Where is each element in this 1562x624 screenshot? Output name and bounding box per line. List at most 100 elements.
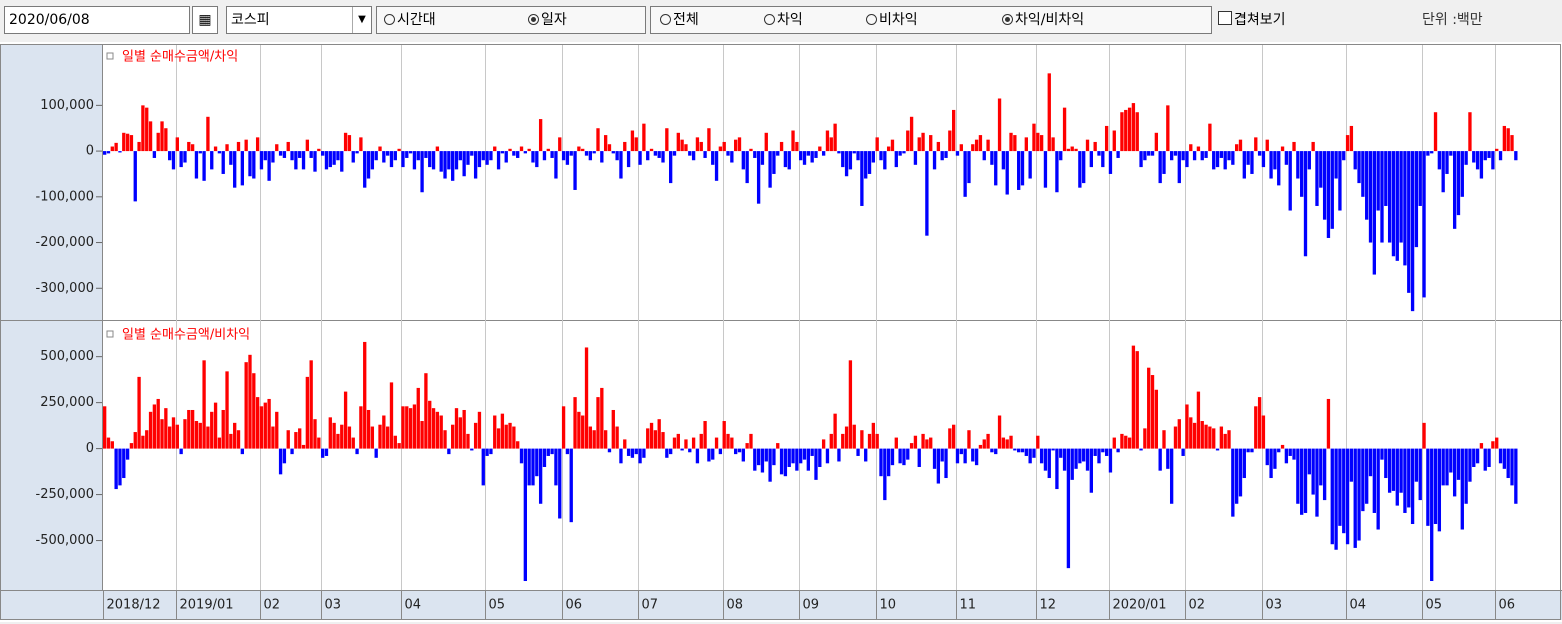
bar xyxy=(328,151,332,168)
bar xyxy=(619,448,623,464)
bar xyxy=(760,448,765,473)
bar xyxy=(1204,151,1208,158)
bar xyxy=(202,360,206,449)
bar xyxy=(722,421,726,449)
bar xyxy=(1227,430,1231,449)
bar xyxy=(275,411,279,449)
bar xyxy=(776,151,780,156)
chart-title: 일별 순매수금액/차익 xyxy=(122,50,238,65)
checkbox[interactable] xyxy=(1218,11,1232,25)
bar xyxy=(1227,151,1231,161)
bar xyxy=(244,139,248,152)
bar xyxy=(1078,151,1082,188)
radio-option[interactable]: 차익/비차익 xyxy=(1002,6,1084,34)
bar xyxy=(665,448,669,458)
bar xyxy=(1254,137,1258,152)
bar xyxy=(917,448,921,467)
bar xyxy=(118,448,122,486)
radio[interactable] xyxy=(866,14,877,25)
x-tick-label: 04 xyxy=(405,598,422,613)
bar xyxy=(1246,151,1250,165)
calendar-button[interactable]: ▦ xyxy=(192,6,218,34)
bar xyxy=(642,448,646,458)
bar xyxy=(1017,151,1021,190)
bar xyxy=(844,426,849,449)
bar xyxy=(841,433,845,449)
bar xyxy=(1219,426,1224,449)
bar xyxy=(401,406,405,449)
bar xyxy=(630,448,635,458)
bar xyxy=(1479,443,1484,449)
bar xyxy=(340,151,344,172)
bar xyxy=(210,151,214,170)
bar xyxy=(1013,448,1017,451)
bar xyxy=(340,424,344,449)
radio[interactable] xyxy=(660,14,671,25)
bar xyxy=(619,151,623,179)
radio-option[interactable]: 전체 xyxy=(660,6,699,34)
bar xyxy=(1181,151,1185,161)
bar xyxy=(1345,448,1350,545)
radio[interactable] xyxy=(528,14,539,25)
bar xyxy=(1089,448,1093,493)
bar xyxy=(684,144,688,152)
bar xyxy=(561,151,566,161)
bar xyxy=(1127,107,1132,152)
bar xyxy=(649,148,654,152)
bar xyxy=(967,430,971,449)
dropdown-arrow[interactable]: ▼ xyxy=(352,7,371,33)
bar xyxy=(466,151,470,165)
bar xyxy=(1204,424,1208,449)
bar xyxy=(691,151,696,161)
bar xyxy=(990,448,994,453)
bar xyxy=(584,347,589,449)
bar xyxy=(1502,125,1507,152)
overlay-checkbox[interactable]: 겹쳐보기 xyxy=(1218,6,1286,34)
radio[interactable] xyxy=(1002,14,1013,25)
bar xyxy=(424,151,428,158)
bar xyxy=(194,421,199,449)
bar xyxy=(1292,141,1296,152)
bar xyxy=(948,130,952,152)
date-input[interactable]: 2020/06/08 xyxy=(4,6,190,34)
bar xyxy=(179,151,183,168)
bar xyxy=(573,397,577,449)
radio-option[interactable]: 비차익 xyxy=(866,6,918,34)
x-tick-label: 10 xyxy=(880,598,897,613)
bar xyxy=(680,448,684,451)
bar xyxy=(550,151,554,158)
bar xyxy=(1452,151,1457,229)
bar xyxy=(451,424,455,449)
bar xyxy=(753,151,757,158)
bar xyxy=(1288,151,1292,211)
bar xyxy=(1166,105,1170,152)
bar xyxy=(1062,107,1067,152)
radio-option[interactable]: 차익 xyxy=(764,6,803,34)
bar xyxy=(470,448,474,451)
bar xyxy=(1070,146,1074,152)
radio-option[interactable]: 일자 xyxy=(528,6,567,34)
bar xyxy=(917,137,921,152)
bar xyxy=(1005,151,1009,195)
bar xyxy=(821,151,826,156)
bar xyxy=(1238,139,1243,152)
bar xyxy=(925,151,929,236)
bar xyxy=(485,151,489,165)
bar xyxy=(871,422,876,449)
radio-option[interactable]: 시간대 xyxy=(384,6,436,34)
bar xyxy=(607,448,612,453)
bar xyxy=(462,409,466,449)
market-combo[interactable]: 코스피 ▼ xyxy=(226,6,372,34)
bar xyxy=(301,444,306,449)
bar xyxy=(841,151,845,168)
bar xyxy=(653,151,658,156)
bar xyxy=(221,409,225,449)
bar xyxy=(343,391,348,449)
bar xyxy=(634,137,638,152)
radio[interactable] xyxy=(764,14,775,25)
radio[interactable] xyxy=(384,14,395,25)
bar xyxy=(925,439,929,449)
bar xyxy=(565,151,570,165)
x-tick-label: 06 xyxy=(566,598,583,613)
bar xyxy=(152,151,157,158)
